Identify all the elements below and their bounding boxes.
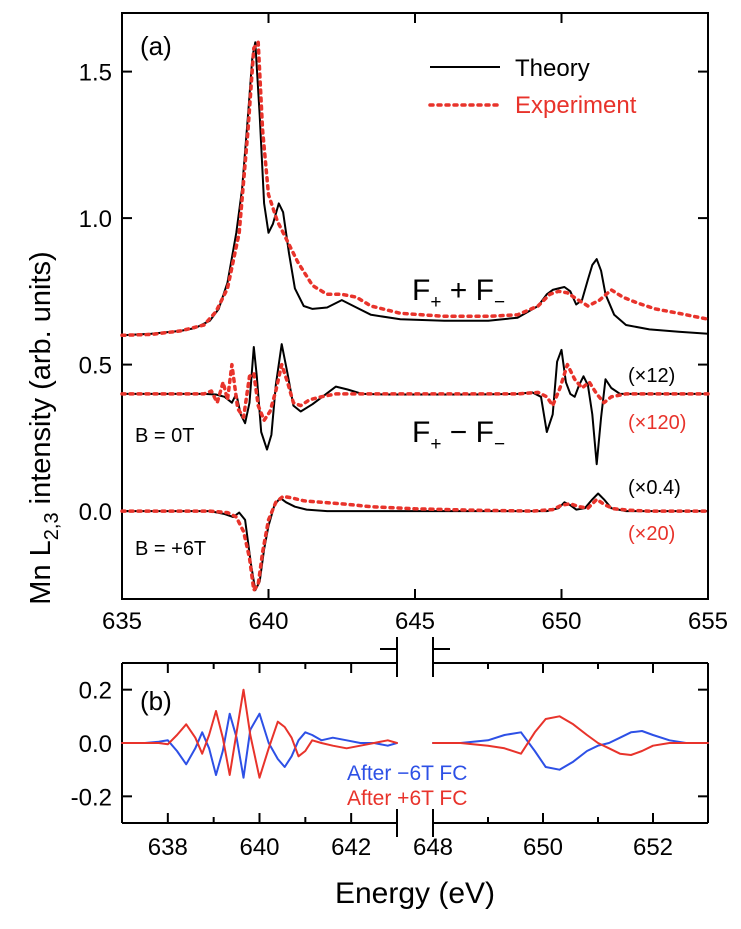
x-tick-label: 640 [239, 834, 279, 861]
y-tick-label: 1.5 [79, 60, 112, 87]
y-tick-label: 1.0 [79, 206, 112, 233]
diff-label: F+ − F− [412, 416, 505, 455]
legend-after-minus-6t: After −6T FC [347, 762, 467, 785]
legend-theory-label: Theory [515, 55, 590, 82]
experiment-curve-diff_6T [120, 494, 710, 592]
y-tick-label: -0.2 [71, 784, 112, 811]
y-tick-label: 0.2 [79, 678, 112, 705]
scale-theory-0t: (×12) [628, 365, 675, 387]
x-tick-label: 648 [413, 834, 453, 861]
y-tick-label: 0.5 [79, 353, 112, 380]
scale-theory-6t: (×0.4) [628, 477, 681, 499]
panel-a: 0.0 0.5 1.0 1.5 635 640 645 650 655 (a) Theory … [79, 12, 728, 635]
panel-a-x-ticks: 635 640 645 650 655 [102, 13, 728, 635]
x-tick-label: 638 [148, 834, 188, 861]
panel-a-plot-area [120, 40, 710, 592]
panel-b-x-ticks: 638 640 642 648 650 652 [148, 663, 673, 861]
scale-exp-0t: (×120) [628, 412, 686, 434]
after-minus-6t-curve [121, 712, 398, 779]
y-axis-label: Mn L2,3 intensity (arb. units) [25, 251, 63, 604]
panel-a-legend: Theory Experiment [428, 55, 637, 119]
x-tick-label: 650 [523, 834, 563, 861]
x-tick-label: 655 [688, 608, 728, 635]
sum-label: F+ + F− [412, 274, 505, 313]
panel-b-label: (b) [140, 686, 172, 716]
scale-exp-6t: (×20) [628, 523, 675, 545]
x-axis-label: Energy (eV) [335, 877, 495, 910]
legend-after-plus-6t: After +6T FC [347, 787, 467, 810]
panel-b: -0.2 0.0 0.2 638 640 642 648 650 652 (b) After … [71, 635, 709, 861]
b0-label: B = 0T [135, 425, 194, 447]
theory-curve-sum [121, 41, 709, 337]
y-tick-label: 0.0 [79, 499, 112, 526]
after-plus-6t-curve [432, 715, 709, 756]
legend-experiment-label: Experiment [515, 92, 637, 119]
experiment-curve-diff_0T [120, 362, 710, 423]
x-tick-label: 642 [331, 834, 371, 861]
x-tick-label: 645 [395, 608, 435, 635]
x-tick-label: 635 [102, 608, 142, 635]
panel-a-label: (a) [140, 31, 172, 61]
panel-b-plot-area [121, 688, 709, 779]
experiment-curve-sum [120, 40, 710, 338]
b6-label: B = +6T [135, 538, 206, 560]
panel-a-y-ticks: 0.0 0.5 1.0 1.5 [79, 60, 708, 526]
x-tick-label: 652 [633, 834, 673, 861]
x-tick-label: 650 [541, 608, 581, 635]
axis-break-gap [398, 635, 432, 663]
after-minus-6t-curve [432, 730, 709, 771]
y-tick-label: 0.0 [79, 731, 112, 758]
panel-b-y-ticks: -0.2 0.0 0.2 [71, 678, 708, 811]
x-tick-label: 640 [248, 608, 288, 635]
after-plus-6t-curve [121, 688, 398, 779]
theory-curve-diff_6T [121, 492, 709, 592]
